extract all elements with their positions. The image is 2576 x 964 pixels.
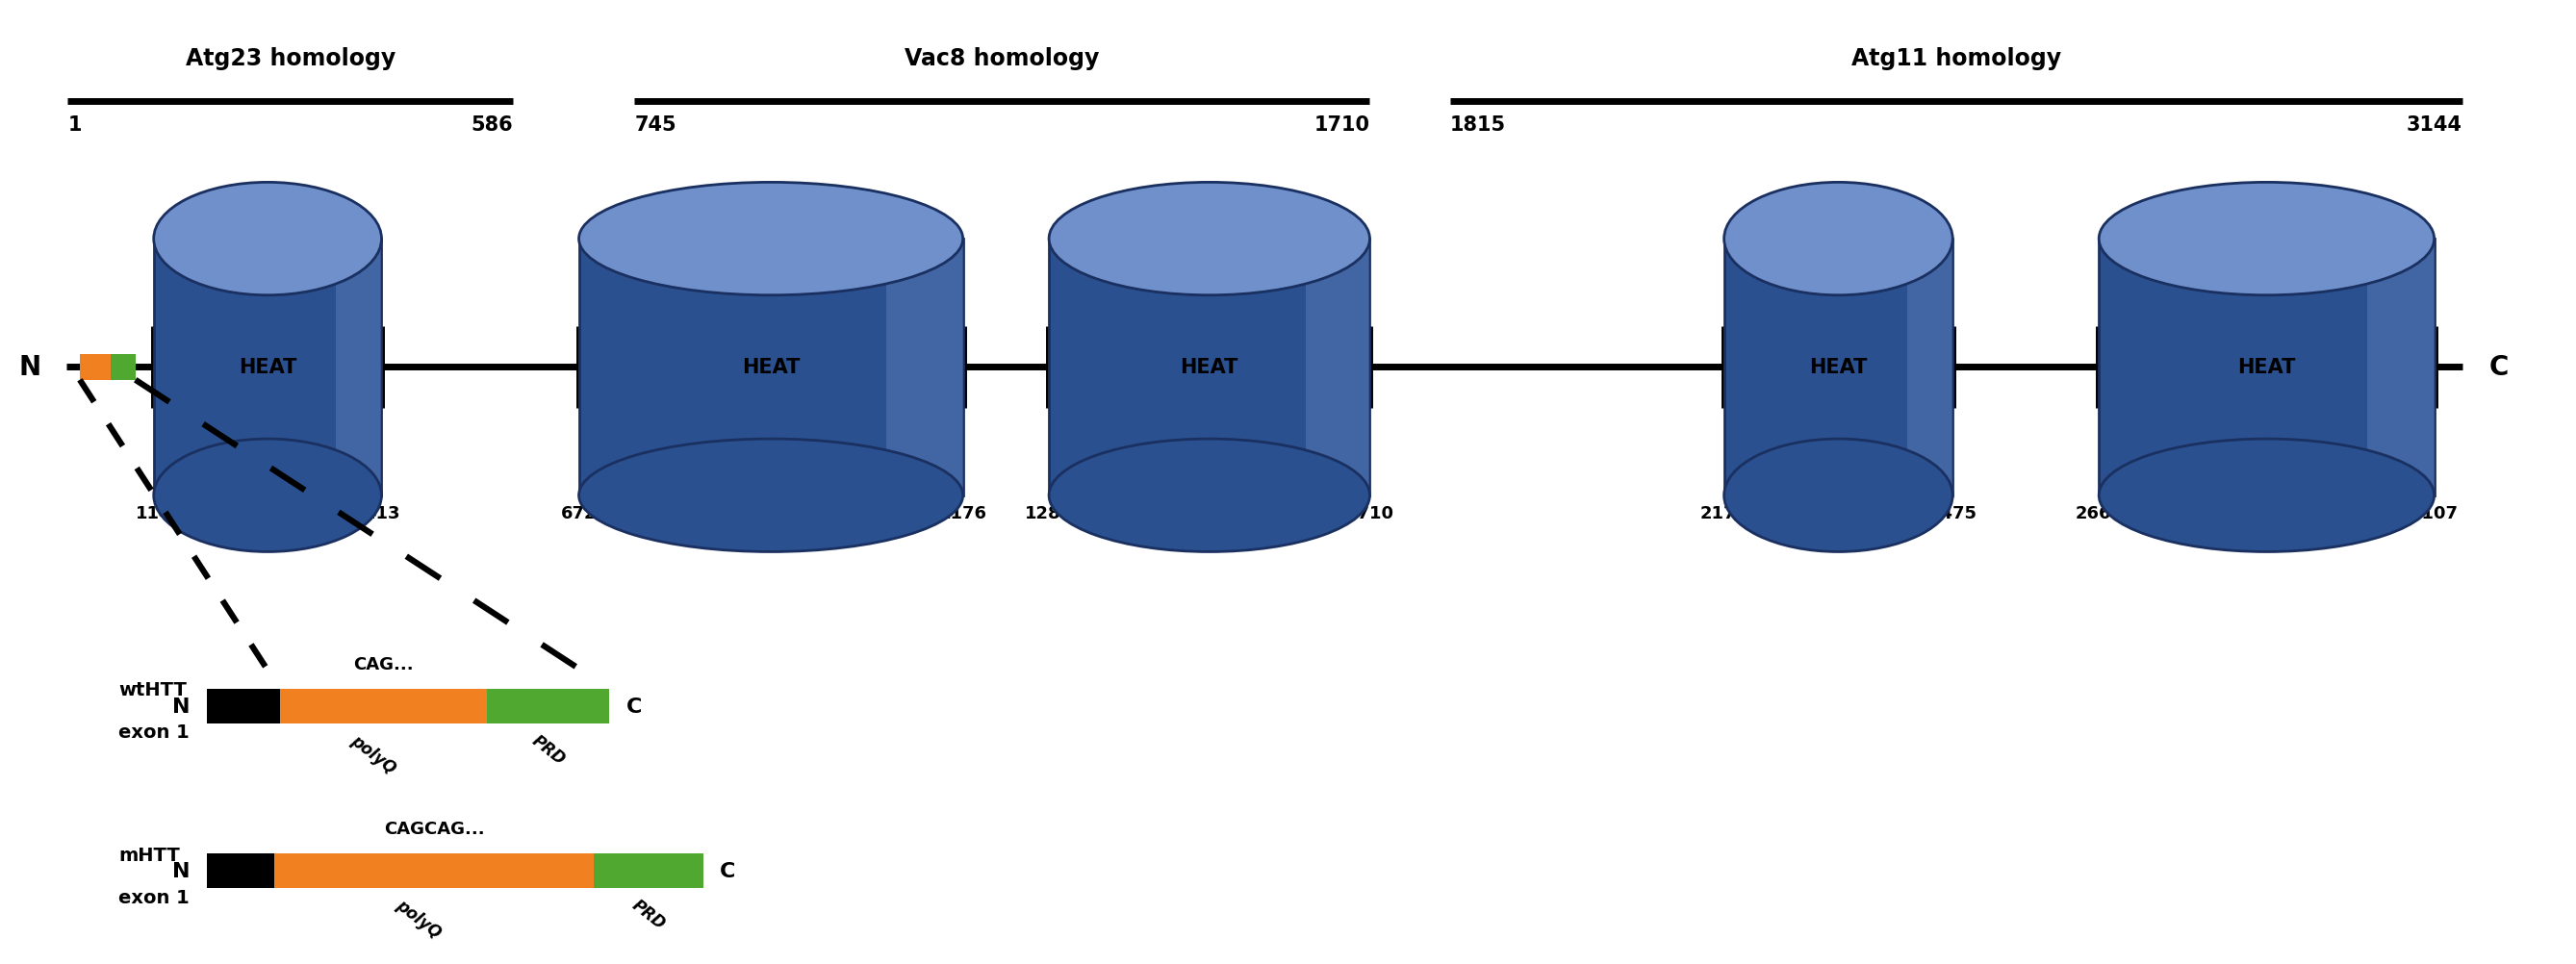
Bar [111, 355, 137, 381]
Bar [1048, 239, 1370, 495]
Bar [2367, 239, 2434, 495]
Bar [595, 854, 703, 889]
Ellipse shape [2099, 183, 2434, 296]
Text: C: C [721, 862, 737, 881]
Ellipse shape [1723, 183, 1953, 296]
Ellipse shape [1048, 183, 1370, 296]
Bar [335, 239, 381, 495]
Text: 1815: 1815 [1450, 116, 1507, 135]
Text: Atg23 homology: Atg23 homology [185, 47, 397, 70]
Text: HEAT: HEAT [1808, 358, 1868, 377]
Text: 672: 672 [562, 505, 598, 522]
Bar [1306, 239, 1370, 495]
Text: mHTT: mHTT [118, 845, 180, 864]
Bar [155, 239, 381, 495]
Ellipse shape [1723, 440, 1953, 552]
Ellipse shape [155, 183, 381, 296]
Text: 586: 586 [471, 116, 513, 135]
Text: 2175: 2175 [1700, 505, 1749, 522]
Text: Atg11 homology: Atg11 homology [1852, 47, 2061, 70]
Bar [206, 854, 273, 889]
Text: N: N [173, 862, 191, 881]
Text: 1710: 1710 [1314, 116, 1370, 135]
Text: N: N [18, 354, 41, 381]
Text: 3107: 3107 [2411, 505, 2458, 522]
Ellipse shape [580, 440, 963, 552]
Text: HEAT: HEAT [240, 358, 296, 377]
Bar [1906, 239, 1953, 495]
Text: 413: 413 [363, 505, 399, 522]
Text: CAG...: CAG... [353, 656, 412, 673]
Text: 1176: 1176 [938, 505, 987, 522]
Text: Vac8 homology: Vac8 homology [904, 47, 1100, 70]
Text: HEAT: HEAT [1180, 358, 1239, 377]
Bar [487, 689, 611, 724]
Bar [2099, 239, 2434, 495]
Ellipse shape [580, 183, 963, 296]
Text: 745: 745 [634, 116, 677, 135]
Text: 2667: 2667 [2074, 505, 2123, 522]
Text: 1289: 1289 [1025, 505, 1074, 522]
Text: 3144: 3144 [2406, 116, 2463, 135]
Text: wtHTT: wtHTT [118, 681, 185, 699]
Bar [206, 689, 281, 724]
Bar [155, 239, 188, 495]
Text: PRD: PRD [629, 896, 670, 932]
Bar [580, 239, 963, 495]
Bar [1048, 239, 1097, 495]
Text: PRD: PRD [528, 731, 569, 767]
Bar [2099, 239, 2148, 495]
Text: polyQ: polyQ [348, 731, 399, 777]
Text: polyQ: polyQ [392, 896, 443, 942]
Text: HEAT: HEAT [2239, 358, 2295, 377]
Text: 1: 1 [67, 116, 82, 135]
Bar [580, 239, 636, 495]
Text: exon 1: exon 1 [118, 723, 188, 741]
Bar [886, 239, 963, 495]
Text: N: N [173, 697, 191, 716]
Bar [1723, 239, 1759, 495]
Bar [273, 854, 595, 889]
Ellipse shape [2099, 440, 2434, 552]
Text: exon 1: exon 1 [118, 888, 188, 906]
Text: 2475: 2475 [1929, 505, 1976, 522]
Text: 1710: 1710 [1345, 505, 1394, 522]
Text: C: C [626, 697, 641, 716]
Ellipse shape [155, 440, 381, 552]
Ellipse shape [1048, 440, 1370, 552]
Text: C: C [2488, 354, 2509, 381]
Text: HEAT: HEAT [742, 358, 801, 377]
Text: CAGCAG...: CAGCAG... [384, 820, 484, 838]
Bar [80, 355, 111, 381]
Bar [281, 689, 487, 724]
Text: 114: 114 [137, 505, 173, 522]
Bar [1723, 239, 1953, 495]
